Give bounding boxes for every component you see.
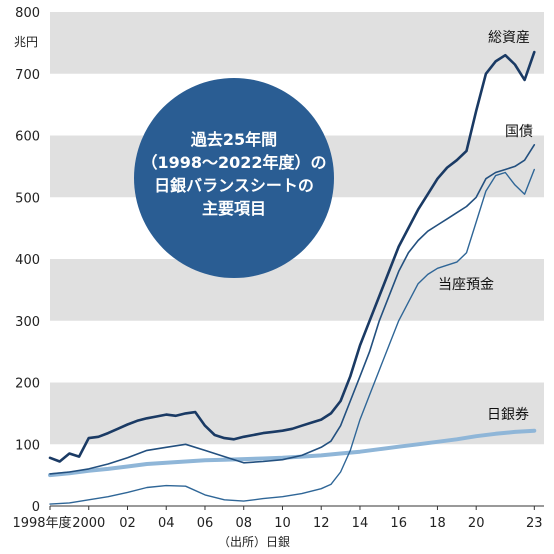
- grid-band: [50, 12, 544, 74]
- x-tick-label: 16: [390, 516, 407, 531]
- y-axis: 0 100 200 300 400 500 600 700 800: [15, 6, 40, 515]
- title-circle: [134, 78, 334, 278]
- series-label-current-account: 当座預金: [438, 277, 494, 293]
- x-tick-label: 1998年度: [12, 515, 71, 531]
- y-tick-label: 100: [15, 438, 40, 453]
- grid-bands: [50, 12, 544, 445]
- x-tick-label: 20: [468, 516, 485, 531]
- x-tick-label: 12: [313, 516, 330, 531]
- y-tick-label: 700: [15, 68, 40, 83]
- chart-title-line-4: 主要項目: [202, 199, 266, 218]
- x-tick-label: 2000: [72, 516, 105, 531]
- y-tick-label: 600: [15, 130, 40, 145]
- chart-title-line-3: 日銀バランスシートの: [154, 176, 314, 195]
- chart-source: （出所）日銀: [218, 535, 290, 549]
- y-tick-label: 200: [15, 377, 40, 392]
- y-tick-label: 300: [15, 315, 40, 330]
- x-tick-label: 18: [429, 516, 446, 531]
- y-tick-label: 500: [15, 191, 40, 206]
- grid-band: [50, 259, 544, 321]
- x-tick-label: 14: [352, 516, 369, 531]
- grid-band: [50, 382, 544, 445]
- x-tick-label: 10: [274, 516, 291, 531]
- x-tick-label: 06: [197, 516, 214, 531]
- chart-title-line-1: 過去25年間: [190, 130, 277, 149]
- chart-title-line-2: （1998～2022年度）の: [141, 153, 326, 172]
- series-label-banknotes: 日銀券: [487, 407, 529, 423]
- x-tick-label: 04: [158, 516, 175, 531]
- series-label-jgb: 国債: [505, 124, 533, 140]
- x-axis: 1998年度 2000 02 04 06 08 10 12 14 16 18 20 23: [12, 505, 544, 531]
- x-tick-label: 23: [526, 516, 543, 531]
- series-lines: [48, 50, 537, 505]
- y-tick-label: 400: [15, 253, 40, 268]
- series-label-total-assets: 総資産: [488, 30, 530, 46]
- series-line-current-account: [49, 168, 535, 505]
- series-line-total-assets: [48, 50, 536, 463]
- y-tick-label: 800: [15, 6, 40, 21]
- x-tick-label: 08: [235, 516, 252, 531]
- x-tick-label: 02: [119, 516, 136, 531]
- series-line-jgb: [49, 144, 536, 475]
- y-axis-unit: 兆円: [14, 35, 38, 49]
- y-tick-label: 0: [32, 500, 40, 515]
